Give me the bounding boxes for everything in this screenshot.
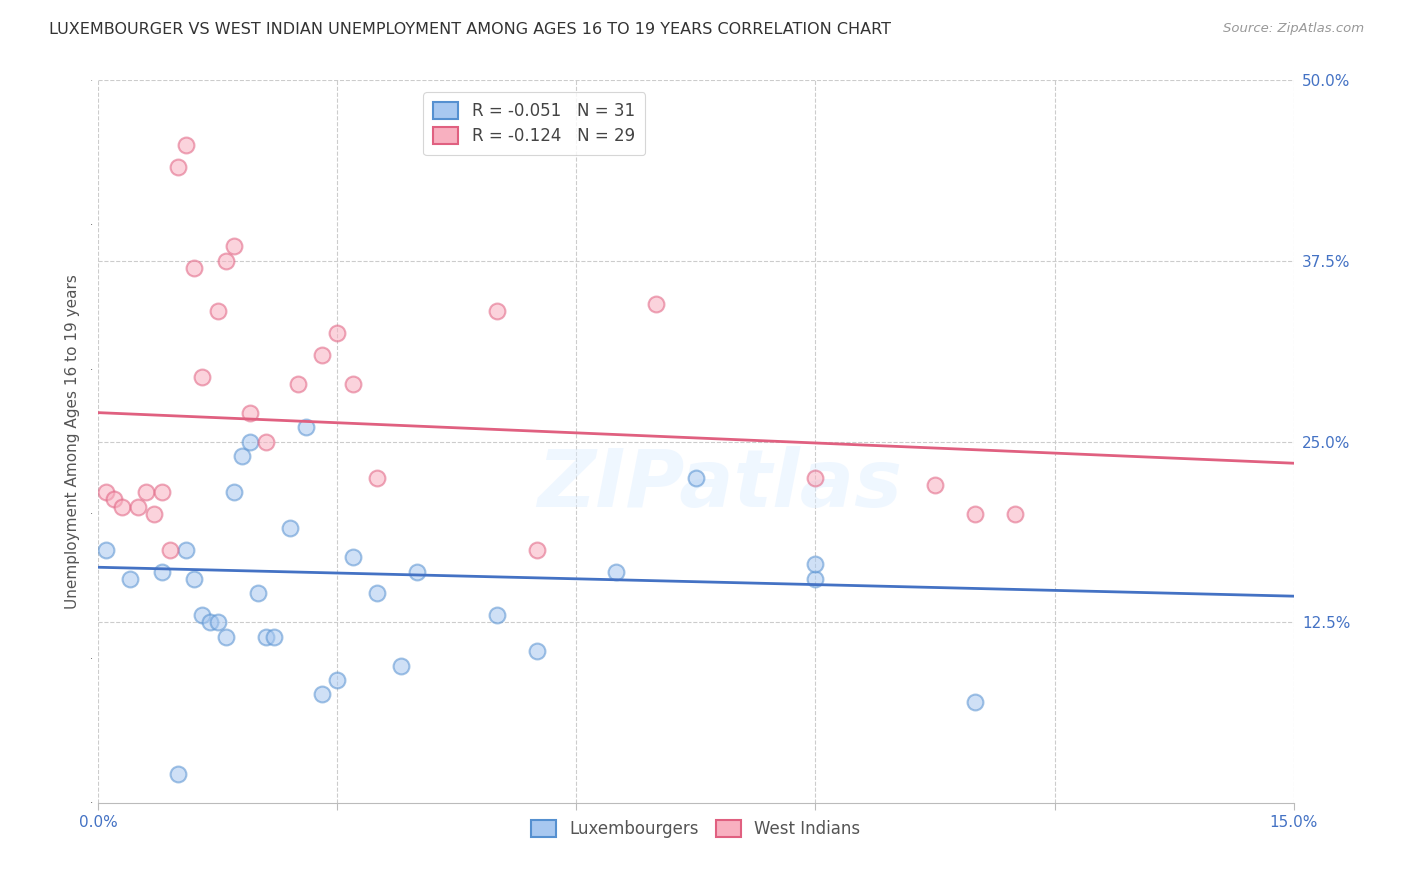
Point	[191, 369, 214, 384]
Text: Source: ZipAtlas.com: Source: ZipAtlas.com	[1223, 22, 1364, 36]
Point	[485, 607, 508, 622]
Point	[167, 160, 190, 174]
Point	[254, 630, 277, 644]
Point	[804, 572, 827, 586]
Point	[326, 326, 349, 340]
Point	[159, 542, 181, 557]
Point	[167, 767, 190, 781]
Point	[406, 565, 429, 579]
Point	[311, 348, 333, 362]
Point	[605, 565, 627, 579]
Point	[389, 658, 412, 673]
Point	[263, 630, 285, 644]
Point	[239, 434, 262, 449]
Point	[222, 239, 245, 253]
Point	[120, 572, 142, 586]
Point	[924, 478, 946, 492]
Point	[485, 304, 508, 318]
Point	[804, 558, 827, 572]
Point	[150, 485, 173, 500]
Point	[294, 420, 316, 434]
Point	[685, 470, 707, 484]
Point	[183, 572, 205, 586]
Point	[311, 687, 333, 701]
Point	[150, 565, 173, 579]
Point	[111, 500, 134, 514]
Point	[143, 507, 166, 521]
Point	[96, 542, 118, 557]
Point	[254, 434, 277, 449]
Point	[183, 261, 205, 276]
Point	[963, 507, 986, 521]
Point	[174, 542, 197, 557]
Point	[207, 304, 229, 318]
Legend: Luxembourgers, West Indians: Luxembourgers, West Indians	[524, 814, 868, 845]
Point	[526, 644, 548, 658]
Point	[342, 550, 364, 565]
Point	[326, 673, 349, 687]
Point	[342, 376, 364, 391]
Point	[231, 449, 253, 463]
Point	[645, 297, 668, 311]
Text: LUXEMBOURGER VS WEST INDIAN UNEMPLOYMENT AMONG AGES 16 TO 19 YEARS CORRELATION C: LUXEMBOURGER VS WEST INDIAN UNEMPLOYMENT…	[49, 22, 891, 37]
Point	[96, 485, 118, 500]
Point	[287, 376, 309, 391]
Point	[222, 485, 245, 500]
Point	[207, 615, 229, 630]
Point	[215, 630, 238, 644]
Point	[127, 500, 149, 514]
Point	[191, 607, 214, 622]
Point	[366, 586, 388, 600]
Point	[174, 138, 197, 153]
Point	[239, 406, 262, 420]
Point	[103, 492, 125, 507]
Point	[278, 521, 301, 535]
Point	[526, 542, 548, 557]
Text: ZIPatlas: ZIPatlas	[537, 446, 903, 524]
Point	[246, 586, 269, 600]
Point	[1004, 507, 1026, 521]
Point	[135, 485, 157, 500]
Point	[198, 615, 221, 630]
Point	[366, 470, 388, 484]
Point	[215, 253, 238, 268]
Y-axis label: Unemployment Among Ages 16 to 19 years: Unemployment Among Ages 16 to 19 years	[65, 274, 80, 609]
Point	[963, 695, 986, 709]
Point	[804, 470, 827, 484]
